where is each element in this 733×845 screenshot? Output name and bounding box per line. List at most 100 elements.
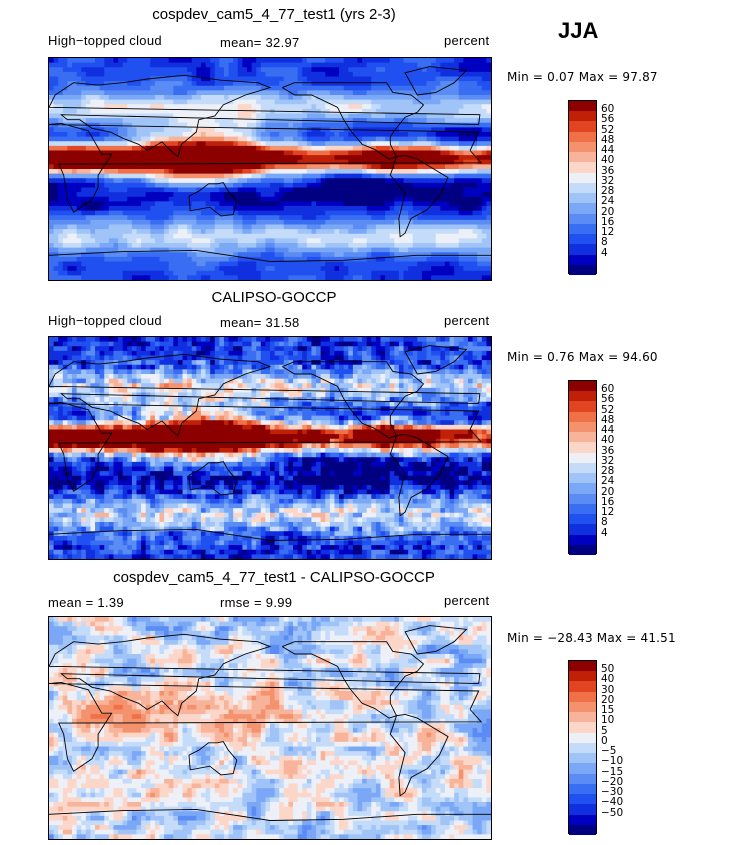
heatmap-cell: [67, 182, 73, 189]
heatmap-cell: [187, 350, 193, 357]
heatmap-cell: [256, 192, 262, 198]
heatmap-cell: [256, 132, 262, 138]
heatmap-cell: [444, 201, 451, 207]
heatmap-cell: [440, 192, 446, 198]
heatmap-cell: [242, 275, 248, 280]
heatmap-cell: [260, 182, 266, 189]
heatmap-cell: [150, 173, 156, 179]
heatmap-cell: [283, 261, 290, 267]
heatmap-cell: [339, 224, 345, 230]
heatmap-cell: [431, 81, 437, 87]
heatmap-cell: [164, 261, 170, 267]
heatmap-cell: [99, 224, 105, 230]
heatmap-cell: [95, 118, 101, 124]
heatmap-cell: [375, 192, 382, 198]
heatmap-cell: [122, 252, 128, 258]
heatmap-cell: [228, 145, 234, 152]
heatmap-cell: [260, 270, 266, 276]
heatmap-cell: [398, 118, 405, 124]
heatmap-cell: [242, 62, 248, 68]
heatmap-cell: [371, 155, 377, 161]
heatmap-cell: [352, 150, 359, 156]
heatmap-cell: [154, 270, 161, 276]
heatmap-cell: [90, 62, 96, 68]
heatmap-cell: [339, 219, 345, 226]
heatmap-cell: [150, 118, 156, 124]
heatmap-cell: [426, 247, 432, 253]
heatmap-cell: [472, 178, 478, 184]
heatmap-cell: [435, 275, 441, 280]
heatmap-cell: [53, 159, 59, 165]
heatmap-cell: [306, 215, 313, 221]
heatmap-cell: [467, 178, 474, 184]
heatmap-cell: [417, 90, 423, 96]
heatmap-cell: [481, 178, 487, 184]
heatmap-cell: [104, 219, 110, 226]
heatmap-cell: [49, 275, 55, 280]
heatmap-cell: [214, 164, 220, 170]
heatmap-cell: [145, 90, 151, 96]
heatmap-cell: [95, 67, 101, 73]
heatmap-cell: [270, 118, 276, 124]
heatmap-cell: [127, 192, 133, 198]
heatmap-cell: [49, 247, 55, 253]
heatmap-cell: [311, 90, 317, 96]
heatmap-cell: [325, 62, 331, 68]
heatmap-cell: [329, 150, 336, 156]
heatmap-cell: [297, 346, 303, 352]
heatmap-cell: [477, 62, 483, 68]
heatmap-cell: [164, 136, 170, 142]
colorbar-tick-label: 8: [601, 236, 608, 249]
heatmap-cell: [366, 270, 372, 276]
heatmap-cell: [242, 247, 248, 253]
heatmap-cell: [90, 256, 96, 263]
heatmap-cell: [334, 90, 340, 96]
heatmap-cell: [187, 132, 193, 138]
heatmap-cell: [256, 275, 262, 280]
heatmap-cell: [191, 182, 197, 189]
heatmap-cell: [104, 187, 110, 193]
heatmap-cell: [72, 346, 78, 352]
heatmap-cell: [274, 178, 280, 184]
colorbar-tick-label: 32: [601, 174, 615, 187]
heatmap-cell: [228, 173, 234, 179]
heatmap-cell: [357, 252, 363, 258]
heatmap-cell: [352, 219, 359, 226]
heatmap-cell: [191, 215, 197, 221]
heatmap-cell: [72, 266, 78, 272]
heatmap-cell: [210, 350, 216, 357]
heatmap-cell: [182, 229, 188, 235]
heatmap-cell: [108, 201, 115, 207]
heatmap-cell: [228, 243, 234, 249]
heatmap-cell: [467, 247, 474, 253]
heatmap-cell: [85, 219, 92, 226]
heatmap-cell: [435, 108, 441, 115]
heatmap-cell: [472, 266, 478, 272]
heatmap-cell: [251, 270, 257, 276]
heatmap-cell: [136, 261, 142, 267]
heatmap-cell: [440, 118, 446, 124]
heatmap-cell: [228, 159, 234, 165]
heatmap-cell: [246, 58, 253, 64]
heatmap-cell: [357, 224, 363, 230]
heatmap-cell: [329, 67, 336, 73]
heatmap-cell: [481, 95, 487, 101]
heatmap-cell: [385, 178, 391, 184]
heatmap-cell: [270, 58, 276, 64]
heatmap-cell: [53, 210, 59, 216]
colorbar-swatch: [569, 254, 596, 265]
heatmap-cell: [431, 164, 437, 170]
heatmap-cell: [348, 238, 354, 244]
heatmap-cell: [270, 76, 276, 82]
heatmap-cell: [136, 252, 142, 258]
heatmap-cell: [449, 178, 455, 184]
heatmap-cell: [343, 224, 349, 230]
heatmap-cell: [131, 178, 138, 184]
heatmap-cell: [339, 341, 345, 347]
heatmap-cell: [366, 206, 372, 212]
heatmap-cell: [288, 196, 294, 202]
heatmap-cell: [49, 155, 55, 161]
heatmap-cell: [320, 229, 326, 235]
heatmap-cell: [270, 196, 276, 202]
heatmap-cell: [472, 155, 478, 161]
